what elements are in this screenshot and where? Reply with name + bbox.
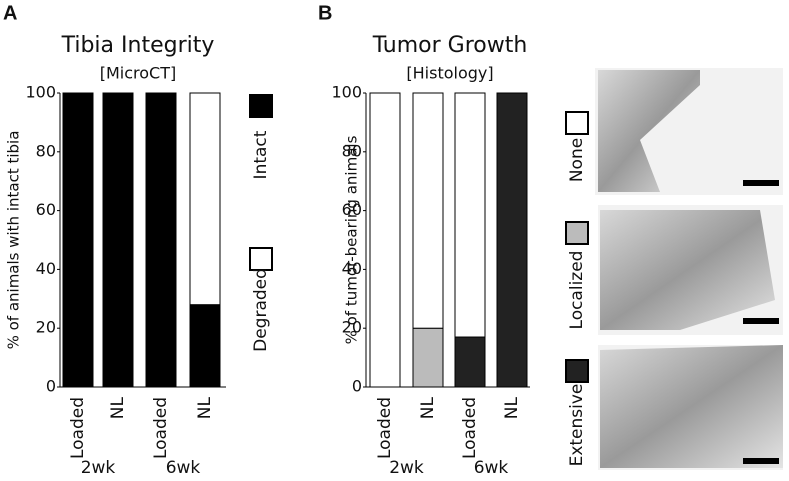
legend-label: Intact (251, 130, 271, 179)
y-tick-label: 0 (46, 377, 56, 396)
bar-segment (496, 92, 528, 388)
x-tick-label: Loaded (375, 397, 395, 459)
group-label: 6wk (166, 458, 201, 478)
tissue (600, 210, 775, 330)
bar-segment (189, 304, 221, 388)
y-tick-label: 60 (36, 200, 56, 219)
legend-label: None (567, 138, 587, 182)
chart-subtitle: [Histology] (406, 64, 493, 83)
panel-label: A (3, 2, 17, 24)
x-tick-label: NL (418, 396, 438, 419)
bar-segment (412, 327, 444, 388)
chart-title: Tumor Growth (372, 33, 528, 58)
scale-bar (743, 458, 779, 464)
bar-segment (369, 92, 401, 388)
y-tick-label: 20 (342, 318, 362, 337)
legend-swatch (565, 359, 589, 383)
histology-images (595, 68, 783, 470)
legend-label: Localized (567, 251, 587, 330)
legend-swatch (565, 221, 589, 245)
bar-segment (102, 92, 134, 388)
group-label: 2wk (389, 458, 424, 478)
x-tick-label: Loaded (151, 397, 171, 459)
bar-segment (189, 92, 221, 306)
y-tick-label: 60 (342, 200, 362, 219)
bar-segment (145, 92, 177, 388)
y-tick-label: 40 (36, 259, 56, 278)
y-tick-label: 100 (25, 83, 56, 102)
y-tick-label: 0 (352, 377, 362, 396)
scale-bar (743, 318, 779, 324)
bar-segment (412, 92, 444, 329)
bar-segment (454, 336, 486, 388)
legend-swatch (249, 247, 273, 271)
legend-label: Extensive (567, 384, 587, 467)
x-tick-label: NL (108, 396, 128, 419)
panel-label: B (318, 2, 332, 24)
y-tick-label: 20 (36, 318, 56, 337)
tissue (598, 70, 700, 192)
x-tick-label: Loaded (460, 397, 480, 459)
x-tick-label: Loaded (68, 397, 88, 459)
chart-subtitle: [MicroCT] (100, 64, 177, 83)
group-label: 2wk (81, 458, 116, 478)
tissue (600, 345, 783, 468)
group-label: 6wk (474, 458, 509, 478)
bar-segment (62, 92, 94, 388)
y-tick-label: 100 (331, 83, 362, 102)
y-tick-label: 80 (36, 141, 56, 160)
legend-swatch (565, 111, 589, 135)
y-tick-label: 80 (342, 141, 362, 160)
x-tick-label: NL (502, 396, 522, 419)
scale-bar (743, 180, 779, 186)
y-axis-label: % of tumor-bearing animals (343, 135, 361, 344)
x-tick-label: NL (195, 396, 215, 419)
legend-label: Degraded (251, 268, 271, 352)
bar-segment (454, 92, 486, 338)
y-axis-label: % of animals with intact tibia (5, 131, 23, 350)
y-tick-label: 40 (342, 259, 362, 278)
legend-swatch (249, 94, 273, 118)
chart-title: Tibia Integrity (61, 33, 215, 58)
